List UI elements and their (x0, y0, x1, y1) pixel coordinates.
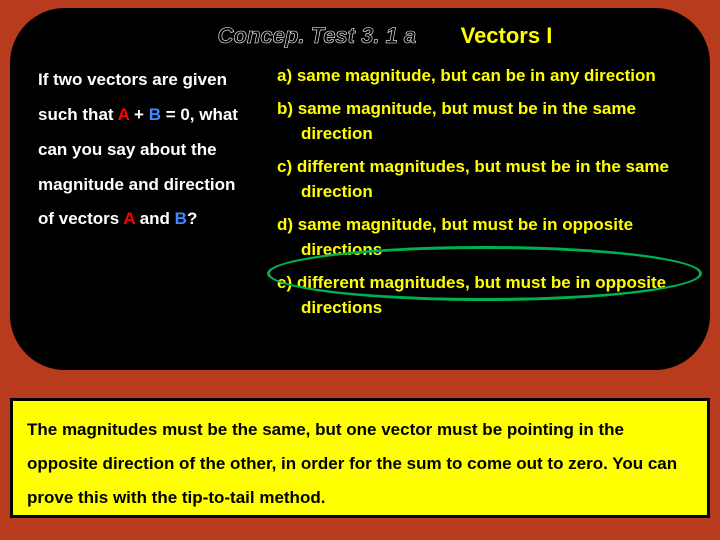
q-plus: + (129, 105, 148, 124)
q-line3: can you say about the (38, 140, 217, 159)
answer-d: d) same magnitude, but must be in opposi… (277, 212, 690, 263)
q-line5b: ? (187, 209, 197, 228)
topic-title: Vectors I (461, 23, 553, 48)
explanation-panel: The magnitudes must be the same, but one… (10, 398, 710, 518)
vector-a: A (118, 105, 130, 124)
answer-c: c) different magnitudes, but must be in … (277, 154, 690, 205)
q-and: and (135, 209, 175, 228)
q-line1: If two vectors are given (38, 70, 227, 89)
answer-a: a) same magnitude, but can be in any dir… (277, 63, 690, 89)
content-row: If two vectors are given such that A + B… (30, 63, 690, 328)
vector-b: B (149, 105, 161, 124)
q-line2a: such that (38, 105, 118, 124)
q-line5a: of vectors (38, 209, 123, 228)
test-number: Concep. Test 3. 1 a (218, 23, 416, 48)
vector-a-2: A (123, 209, 135, 228)
q-line2b: = 0, what (161, 105, 238, 124)
vector-b-2: B (175, 209, 187, 228)
question-text: If two vectors are given such that A + B… (30, 63, 265, 328)
explanation-text: The magnitudes must be the same, but one… (27, 413, 693, 515)
question-panel: Concep. Test 3. 1 a Vectors I If two vec… (10, 8, 710, 370)
answers-list: a) same magnitude, but can be in any dir… (277, 63, 690, 328)
answer-e: e) different magnitudes, but must be in … (277, 270, 690, 321)
slide-header: Concep. Test 3. 1 a Vectors I (30, 23, 690, 49)
q-line4: magnitude and direction (38, 175, 235, 194)
answer-b: b) same magnitude, but must be in the sa… (277, 96, 690, 147)
